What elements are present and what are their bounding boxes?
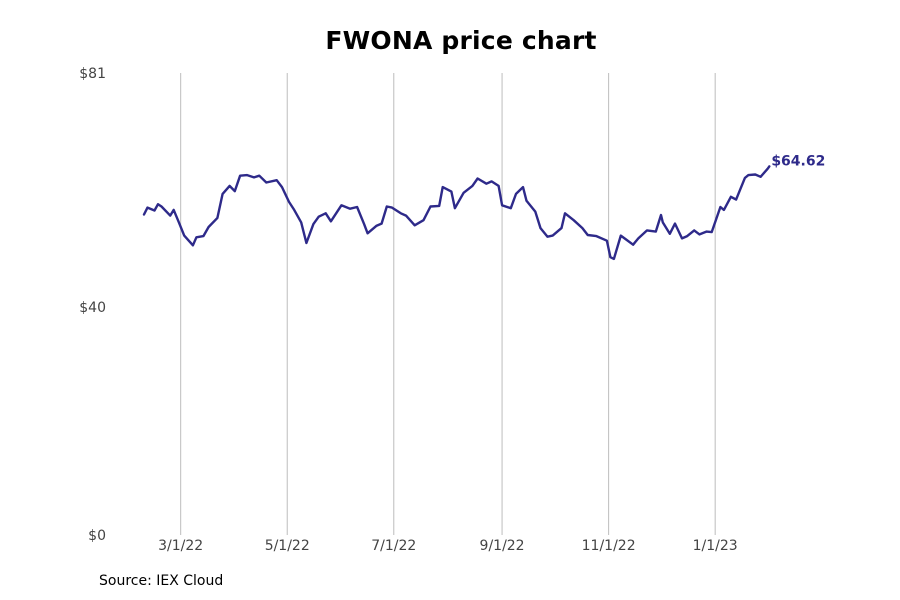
- x-tick-label: 3/1/22: [158, 538, 203, 554]
- gridlines: [180, 73, 716, 535]
- x-tick-label: 9/1/22: [480, 538, 525, 554]
- price-line: [142, 165, 771, 261]
- source-note: Source: IEX Cloud: [99, 573, 224, 589]
- y-tick-label: $81: [79, 66, 106, 82]
- x-tick-label: 11/1/22: [582, 538, 636, 554]
- x-axis-ticks: 3/1/22 5/1/22 7/1/22 9/1/22 11/1/22 1/1/23: [158, 538, 738, 554]
- last-price-label: $64.62: [771, 153, 825, 169]
- chart-title: FWONA price chart: [325, 26, 597, 55]
- y-axis-ticks: $0 $40 $81: [79, 66, 106, 544]
- x-tick-label: 1/1/23: [693, 538, 738, 554]
- y-tick-label: $0: [88, 528, 106, 544]
- y-tick-label: $40: [79, 300, 106, 316]
- x-tick-label: 7/1/22: [371, 538, 416, 554]
- x-tick-label: 5/1/22: [265, 538, 310, 554]
